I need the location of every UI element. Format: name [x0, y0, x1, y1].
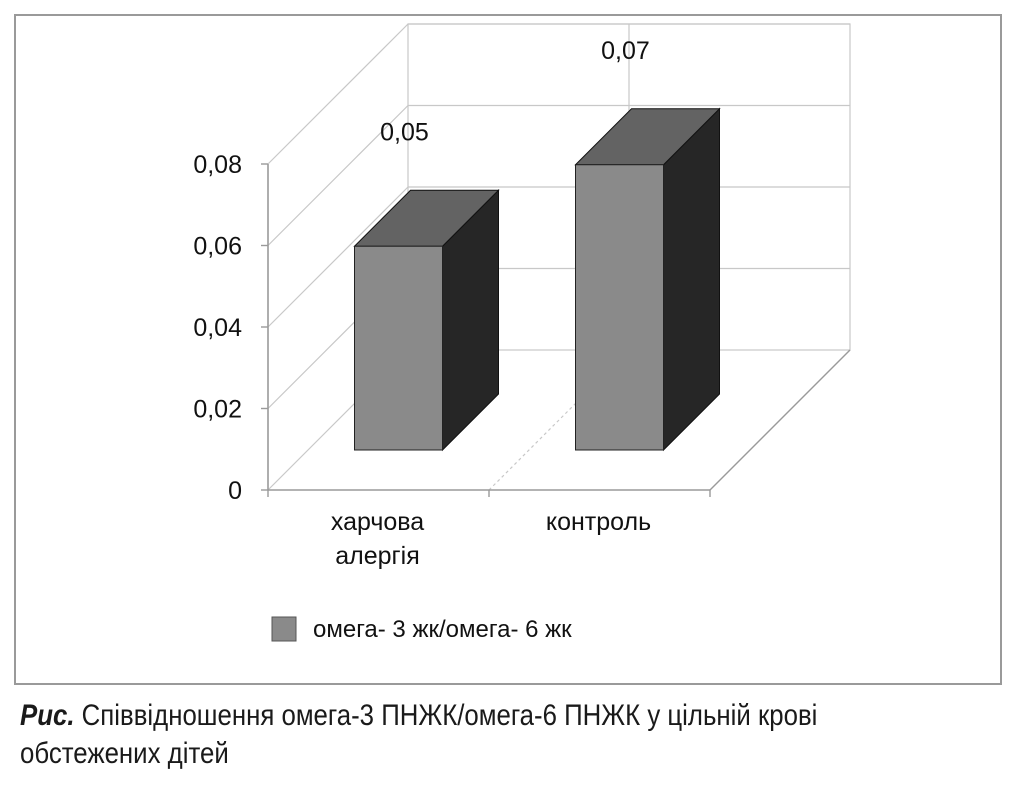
y-tick-label: 0 [228, 477, 242, 505]
caption-text: Співвідношення омега-3 ПНЖК/омега-6 ПНЖК… [20, 699, 818, 770]
y-tick-label: 0,06 [193, 233, 242, 261]
side-gridline [267, 23, 409, 165]
data-label: 0,07 [601, 37, 650, 65]
side-gridline [267, 105, 409, 246]
y-tick-label: 0,08 [193, 151, 242, 179]
legend-swatch [271, 616, 297, 642]
bar-side [663, 107, 720, 452]
x-category-label: алергія [335, 542, 420, 570]
y-tick-label: 0,04 [193, 314, 242, 342]
y-tick-label: 0,02 [193, 396, 242, 424]
bar [575, 164, 664, 451]
bar-chart: 0 0,02 0,04 0,06 0,08 0,05 0,07 харчова алергія к… [193, 23, 851, 643]
x-category-label: харчова [331, 508, 424, 536]
data-label: 0,05 [380, 118, 429, 146]
side-gridline [267, 186, 409, 328]
floor-edge [709, 349, 851, 491]
legend-label: омега- 3 жк/омега- 6 жк [313, 616, 572, 643]
x-category-label: контроль [546, 508, 651, 536]
bar [354, 245, 443, 451]
figure-caption: Рис. Співвідношення омега-3 ПНЖК/омега-6… [20, 697, 859, 773]
caption-prefix: Рис. [20, 699, 75, 732]
